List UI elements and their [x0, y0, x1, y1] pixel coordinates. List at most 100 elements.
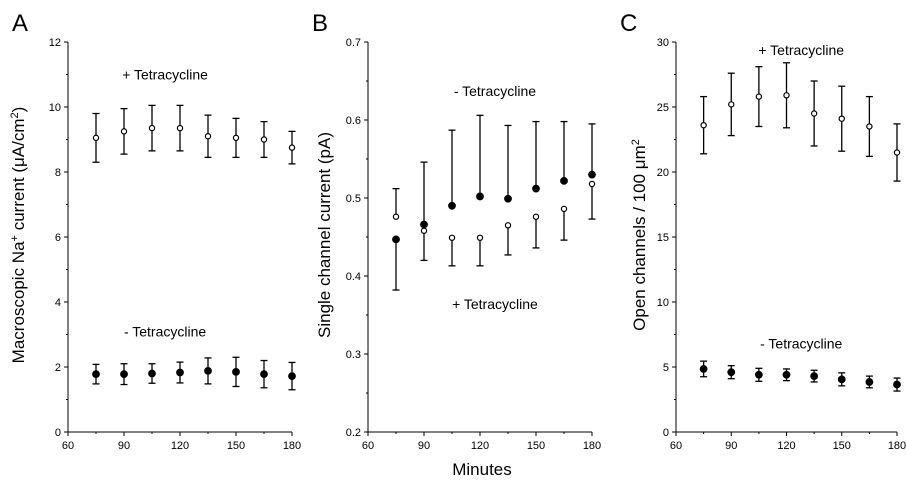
panel-a-plus-tetracycline-point [176, 124, 184, 132]
panel-c-plus-tetracycline-point [755, 93, 763, 100]
panel-c-minus-tetracycline-point [782, 370, 791, 379]
panel-b-chart: B Single channel current (pA) Minutes 0.… [312, 10, 601, 479]
panel-a-ytick-label: 12 [49, 37, 61, 49]
panel-a-xtick-label: 150 [227, 440, 245, 452]
panel-c-ytick-label: 20 [657, 167, 669, 179]
panel-a-minus-tetracycline-point [92, 370, 100, 379]
panel-b-plus-tetracycline-point [392, 213, 400, 220]
panel-b-minus-tetracycline-point [560, 176, 568, 185]
panel-a-ytick-label: 0 [55, 427, 61, 439]
panel-a-minus-tetracycline-point [260, 370, 268, 379]
panel-b-plus-tetracycline-series [392, 180, 596, 267]
panel-b-annotation: + Tetracycline [452, 296, 538, 312]
panel-a-minus-tetracycline-point [204, 367, 212, 375]
panel-a-plus-tetracycline-point [260, 136, 268, 143]
panel-a-minus-tetracycline-point [176, 368, 184, 377]
panel-a-plus-tetracycline-point [148, 124, 156, 132]
panel-a-plus-tetracycline-point [232, 134, 240, 142]
panel-b-xtick-label: 90 [418, 440, 430, 452]
panel-b-ytick-label: 0.5 [346, 193, 361, 205]
panel-b-ylabel: Single channel current (pA) [315, 132, 334, 338]
panel-b-xtick-label: 120 [471, 440, 489, 452]
panel-c-minus-tetracycline-point [893, 380, 901, 389]
panel-b-minus-tetracycline-point [532, 184, 540, 193]
panel-b-minus-tetracycline-point [392, 235, 400, 244]
panel-c-plus-tetracycline-series [700, 62, 901, 182]
panel-b-plus-tetracycline-point [588, 180, 596, 188]
panel-c-minus-tetracycline-point [837, 375, 846, 384]
panel-c-annotation: - Tetracycline [760, 336, 842, 352]
panel-b-plus-tetracycline-point [504, 222, 512, 229]
panel-a-letter: A [12, 10, 28, 37]
panel-a-minus-tetracycline-point [288, 372, 296, 381]
panel-a-plus-tetracycline-series [92, 104, 296, 165]
panel-b-ytick-label: 0.4 [346, 271, 361, 283]
panel-b-ytick-label: 0.6 [346, 115, 361, 127]
panel-b-ytick-label: 0.7 [346, 37, 361, 49]
panel-b-minus-tetracycline-point [476, 192, 484, 201]
panel-a-ylabel: Macroscopic Na+ current (μA/cm2) [9, 107, 28, 364]
panel-b-letter: B [312, 10, 328, 37]
panel-a-ytick-label: 2 [55, 362, 61, 374]
panel-c-plus-tetracycline-point [728, 101, 735, 108]
panel-c-letter: C [620, 10, 637, 37]
panel-b-minus-tetracycline-point [504, 194, 512, 203]
panel-b-minus-tetracycline-point [448, 201, 456, 210]
panel-c-minus-tetracycline-point [754, 370, 763, 379]
panel-c-ytick-label: 30 [657, 37, 669, 49]
panel-c-chart: C Open channels / 100 μm2 0 5 10 15 20 25 30 60… [620, 10, 906, 452]
panel-b-plus-tetracycline-point [420, 227, 428, 234]
panel-c-ytick-label: 10 [657, 297, 669, 309]
panel-a-plus-tetracycline-point [288, 144, 296, 151]
panel-b-xtick-label: 150 [527, 440, 545, 452]
panel-b-annotation: - Tetracycline [454, 83, 536, 99]
panel-a-minus-tetracycline-series [92, 356, 296, 391]
panel-a-ytick-label: 4 [55, 297, 61, 309]
panel-c-xtick-label: 90 [725, 440, 737, 452]
panel-b-minus-tetracycline-point [420, 220, 428, 229]
panel-c-plus-tetracycline-point [866, 123, 873, 130]
panel-b-ytick-label: 0.2 [346, 427, 361, 439]
panel-a-minus-tetracycline-point [148, 369, 156, 378]
panel-a-xtick-label: 180 [283, 440, 301, 452]
panel-b-ytick-label: 0.3 [346, 349, 361, 361]
panel-b-plus-tetracycline-point [560, 205, 568, 213]
panel-c-minus-tetracycline-point [810, 372, 819, 381]
panel-a-minus-tetracycline-point [120, 370, 128, 379]
panel-c-xtick-label: 150 [833, 440, 851, 452]
panel-a-annotation: + Tetracycline [122, 67, 208, 83]
panel-c-minus-tetracycline-point [865, 378, 874, 386]
panel-c-plus-tetracycline-point [783, 92, 790, 99]
panel-c-plus-tetracycline-point [700, 121, 707, 129]
panel-a-ytick-label: 8 [55, 167, 61, 179]
panel-a-ytick-label: 6 [55, 232, 61, 244]
panel-c-minus-tetracycline-series [699, 360, 901, 392]
panel-c-ytick-label: 15 [657, 232, 669, 244]
panel-c-xtick-label: 60 [670, 440, 682, 452]
panel-a-chart: A Macroscopic Na+ current (μA/cm2) 0 2 4 6 8… [9, 10, 301, 452]
panel-c-ytick-label: 25 [657, 102, 669, 114]
panel-b-plus-tetracycline-point [448, 234, 456, 241]
panel-c-ytick-label: 0 [663, 427, 669, 439]
panel-a-plus-tetracycline-point [92, 134, 100, 142]
panel-a-annotation: - Tetracycline [124, 323, 206, 339]
panel-b-xtick-label: 180 [583, 440, 601, 452]
panel-a-xtick-label: 90 [118, 440, 130, 452]
panel-b-plus-tetracycline-point [476, 234, 484, 241]
panel-a-plus-tetracycline-point [120, 128, 128, 135]
panel-c-xtick-label: 120 [777, 440, 795, 452]
panel-c-ylabel: Open channels / 100 μm2 [630, 139, 649, 331]
panel-c-plus-tetracycline-point [838, 115, 845, 122]
panel-b-xtick-label: 60 [362, 440, 374, 452]
panel-a-minus-tetracycline-point [232, 367, 240, 376]
panel-b-plus-tetracycline-point [532, 213, 540, 220]
panel-b-minus-tetracycline-point [588, 170, 596, 179]
panel-c-xtick-label: 180 [888, 440, 906, 452]
panel-c-plus-tetracycline-point [893, 149, 901, 156]
panel-a-xtick-label: 60 [62, 440, 74, 452]
panel-c-annotation: + Tetracycline [758, 42, 844, 58]
panel-a-xtick-label: 120 [171, 440, 189, 452]
panel-c-plus-tetracycline-point [810, 110, 818, 117]
panel-c-minus-tetracycline-point [727, 368, 736, 377]
